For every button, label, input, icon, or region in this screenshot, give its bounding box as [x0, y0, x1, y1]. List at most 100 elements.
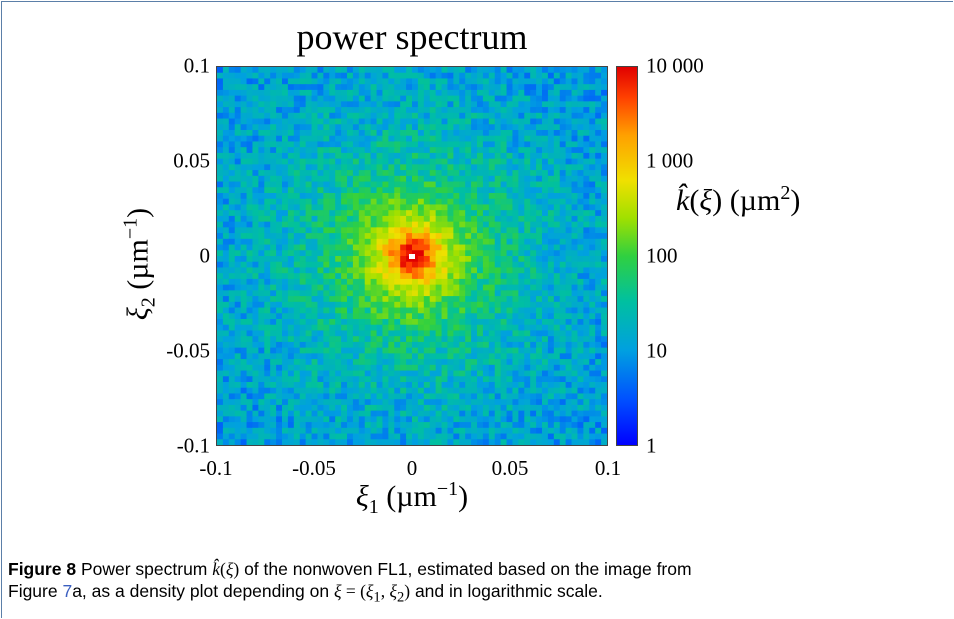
- heatmap-cell: [553, 72, 561, 80]
- heatmap-cell: [488, 256, 496, 263]
- heatmap-cell: [370, 324, 378, 332]
- heatmap-cell: [500, 439, 508, 445]
- heatmap-cell: [500, 210, 508, 217]
- heatmap-cell: [542, 187, 549, 194]
- heatmap-cell: [406, 221, 413, 228]
- frame-top-border: [1, 1, 953, 2]
- heatmap-cell: [323, 215, 330, 223]
- heatmap-cell: [589, 170, 596, 177]
- heatmap-cell: [347, 233, 354, 240]
- heatmap-cell: [341, 278, 348, 286]
- heatmap-cell: [488, 118, 496, 125]
- heatmap-cell: [329, 307, 336, 314]
- heatmap-cell: [595, 164, 602, 171]
- heatmap-cell: [447, 238, 454, 246]
- heatmap-cell: [276, 89, 283, 97]
- heatmap-cell: [222, 278, 230, 286]
- heatmap-cell: [471, 170, 478, 177]
- heatmap-cell: [376, 204, 384, 211]
- heatmap-cell: [305, 250, 313, 257]
- heatmap-cell: [559, 244, 567, 251]
- heatmap-cell: [252, 204, 259, 211]
- heatmap-cell: [388, 336, 395, 343]
- heatmap-cell: [536, 387, 543, 395]
- heatmap-cell: [252, 89, 259, 97]
- heatmap-cell: [228, 238, 236, 246]
- heatmap-cell: [352, 210, 360, 217]
- heatmap-cell: [453, 187, 460, 194]
- figure-reference-link[interactable]: 7: [62, 581, 73, 601]
- heatmap-cell: [512, 382, 519, 389]
- heatmap-cell: [477, 238, 484, 246]
- heatmap-cell: [341, 112, 348, 120]
- heatmap-cell: [465, 399, 472, 406]
- heatmap-cell: [364, 399, 372, 406]
- heatmap-cell: [293, 267, 301, 274]
- heatmap-cell: [358, 393, 366, 400]
- heatmap-cell: [258, 261, 265, 269]
- heatmap-cell: [589, 107, 596, 114]
- heatmap-cell: [299, 393, 307, 400]
- heatmap-cell: [565, 290, 573, 297]
- heatmap-cell: [494, 256, 502, 263]
- heatmap-cell: [217, 382, 224, 389]
- heatmap-cell: [234, 244, 242, 251]
- heatmap-cell: [222, 170, 230, 177]
- heatmap-cell: [530, 112, 537, 120]
- heatmap-cell: [465, 256, 472, 263]
- heatmap-cell: [429, 341, 437, 349]
- heatmap-cell: [305, 364, 313, 372]
- heatmap-cell: [435, 319, 443, 326]
- heatmap-cell: [400, 273, 407, 280]
- heatmap-cell: [601, 330, 607, 337]
- heatmap-cell: [258, 399, 265, 406]
- heatmap-cell: [217, 319, 224, 326]
- heatmap-cell: [299, 370, 307, 377]
- heatmap-cell: [217, 439, 224, 445]
- heatmap-cell: [494, 324, 502, 332]
- heatmap-cell: [240, 175, 248, 183]
- heatmap-cell: [287, 427, 295, 435]
- heatmap-cell: [287, 290, 295, 297]
- heatmap-cell: [228, 427, 236, 435]
- heatmap-cell: [547, 130, 555, 137]
- heatmap-cell: [518, 95, 525, 102]
- heatmap-cell: [488, 152, 496, 160]
- heatmap-cell: [518, 416, 525, 423]
- heatmap-cell: [234, 221, 242, 228]
- heatmap-cell: [524, 118, 531, 125]
- heatmap-cell: [311, 324, 319, 332]
- heatmap-cell: [506, 181, 514, 188]
- heatmap-cell: [595, 353, 602, 360]
- heatmap-cell: [547, 313, 555, 320]
- heatmap-cell: [524, 267, 531, 274]
- heatmap-cell: [400, 301, 407, 309]
- heatmap-cell: [299, 210, 307, 217]
- heatmap-cell: [536, 158, 543, 165]
- heatmap-cell: [287, 382, 295, 389]
- heatmap-cell: [524, 376, 531, 383]
- heatmap-cell: [299, 215, 307, 223]
- heatmap-cell: [482, 267, 490, 274]
- heatmap-cell: [335, 130, 342, 137]
- heatmap-cell: [394, 313, 401, 320]
- heatmap-cell: [589, 210, 596, 217]
- heatmap-cell: [571, 221, 579, 228]
- heatmap-cell: [252, 359, 259, 366]
- heatmap-cell: [494, 198, 502, 206]
- heatmap-cell: [559, 78, 567, 85]
- heatmap-cell: [252, 233, 259, 240]
- heatmap-cell: [542, 152, 549, 160]
- heatmap-cell: [293, 404, 301, 412]
- heatmap-cell: [376, 376, 384, 383]
- heatmap-cell: [364, 130, 372, 137]
- heatmap-cell: [364, 141, 372, 148]
- heatmap-cell: [542, 341, 549, 349]
- heatmap-cell: [435, 336, 443, 343]
- heatmap-cell: [471, 273, 478, 280]
- heatmap-cell: [536, 376, 543, 383]
- heatmap-cell: [252, 290, 259, 297]
- heatmap-cell: [500, 112, 508, 120]
- heatmap-cell: [222, 118, 230, 125]
- heatmap-cell: [471, 296, 478, 303]
